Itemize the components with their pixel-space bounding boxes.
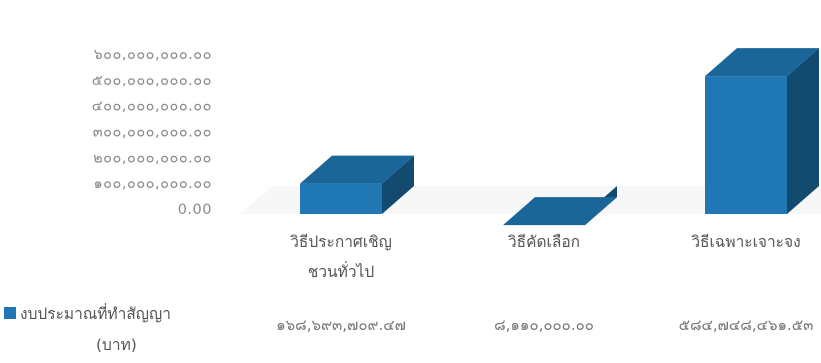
bar-top [503,197,617,226]
bar-top [300,155,414,184]
x-category-label-line: วิธีเฉพาะเจาะจง [691,233,801,251]
legend-swatch [4,307,16,319]
bar-side [382,155,414,214]
y-tick-label: ๔๐๐,๐๐๐,๐๐๐.๐๐ [92,99,212,115]
bars [300,48,819,226]
y-tick-label: ๓๐๐,๐๐๐,๐๐๐.๐๐ [93,125,212,141]
bar-front [705,76,787,214]
bar [503,186,617,226]
y-axis: ๖๐๐,๐๐๐,๐๐๐.๐๐๕๐๐,๐๐๐,๐๐๐.๐๐๔๐๐,๐๐๐,๐๐๐.… [92,47,212,218]
x-category-label: วิธีเฉพาะเจาะจง [691,233,801,251]
x-category-label-line: วิธีคัดเลือก [508,233,580,251]
legend: งบประมาณที่ทำสัญญา (บาท) [4,303,171,354]
y-tick-label: ๖๐๐,๐๐๐,๐๐๐.๐๐ [93,47,212,63]
legend-label: งบประมาณที่ทำสัญญา (บาท) [20,303,171,354]
x-category-label: วิธีประกาศเชิญชวนทั่วไป [290,233,392,281]
data-value-label: ๑๖๘,๖๙๓,๗๐๙.๔๗ [276,316,406,334]
y-tick-label: ๒๐๐,๐๐๐,๐๐๐.๐๐ [93,150,212,166]
data-value-label: ๘,๑๑๐,๐๐๐.๐๐ [494,316,594,334]
x-category-label-line: วิธีประกาศเชิญ [290,233,392,251]
x-category-label: วิธีคัดเลือก [508,233,580,251]
bar-front [300,183,382,214]
legend-label-line: งบประมาณที่ทำสัญญา [20,303,171,323]
y-tick-label: ๕๐๐,๐๐๐,๐๐๐.๐๐ [92,73,212,89]
bar-top [705,48,819,77]
data-value-label: ๕๘๔,๗๔๘,๔๖๑.๕๓ [679,316,814,334]
bar [300,155,414,214]
y-tick-label: ๑๐๐,๐๐๐,๐๐๐.๐๐ [93,176,212,192]
data-table-row: ๑๖๘,๖๙๓,๗๐๙.๔๗ ๘,๑๑๐,๐๐๐.๐๐ ๕๘๔,๗๔๘,๔๖๑.๕๓ [276,316,813,334]
bar-side [787,48,819,214]
legend-label-line: (บาท) [96,336,137,354]
x-category-label-line: ชวนทั่วไป [308,261,374,281]
x-axis: วิธีประกาศเชิญชวนทั่วไป วิธีคัดเลือก วิธีเ… [290,233,801,281]
y-tick-label: 0.00 [178,202,212,218]
bar [705,48,819,214]
